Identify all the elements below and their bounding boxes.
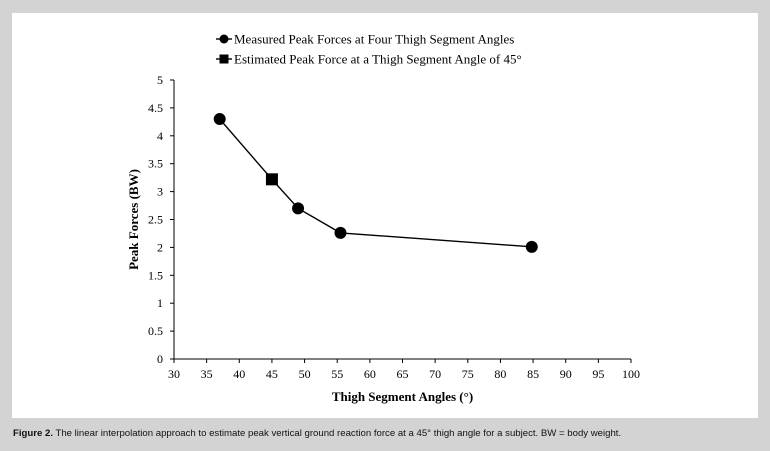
x-tick-label: 75 bbox=[462, 367, 474, 381]
x-tick-label: 85 bbox=[527, 367, 539, 381]
figure-caption: Figure 2. The linear interpolation appro… bbox=[13, 428, 758, 439]
x-tick-label: 100 bbox=[622, 367, 640, 381]
x-axis-title: Thigh Segment Angles (°) bbox=[332, 389, 473, 404]
x-tick-label: 55 bbox=[331, 367, 343, 381]
chart-axes: 0 0.5 1 1.5 2 2.5 3 3.5 4 4.5 5 30 35 40 45 50 55 60 65 70 7… bbox=[126, 73, 640, 404]
y-tick-label: 1.5 bbox=[148, 268, 163, 282]
data-point-circle bbox=[213, 113, 226, 126]
y-tick-label: 3 bbox=[157, 185, 163, 199]
y-tick-label: 1 bbox=[157, 296, 163, 310]
x-tick-label: 35 bbox=[201, 367, 213, 381]
x-tick-label: 40 bbox=[233, 367, 245, 381]
x-tick-label: 95 bbox=[592, 367, 604, 381]
chart-plot-area bbox=[213, 113, 538, 253]
x-tick-label: 50 bbox=[299, 367, 311, 381]
y-tick-label: 5 bbox=[157, 73, 163, 87]
y-tick-label: 2 bbox=[157, 240, 163, 254]
legend-circle-marker bbox=[219, 34, 229, 44]
legend-label: Measured Peak Forces at Four Thigh Segme… bbox=[234, 32, 514, 47]
x-tick-label: 45 bbox=[266, 367, 278, 381]
figure-panel: Measured Peak Forces at Four Thigh Segme… bbox=[12, 13, 758, 418]
x-tick-label: 30 bbox=[168, 367, 180, 381]
data-point-circle bbox=[334, 226, 347, 239]
y-tick-label: 2.5 bbox=[148, 213, 163, 227]
x-tick-label: 90 bbox=[560, 367, 572, 381]
data-point-square bbox=[265, 173, 278, 186]
legend-label: Estimated Peak Force at a Thigh Segment … bbox=[234, 52, 522, 67]
y-tick-label: 0 bbox=[157, 352, 163, 366]
y-tick-label: 4.5 bbox=[148, 101, 163, 115]
x-tick-label: 65 bbox=[397, 367, 409, 381]
chart-legend: Measured Peak Forces at Four Thigh Segme… bbox=[216, 32, 522, 67]
x-tick-label: 80 bbox=[494, 367, 506, 381]
y-tick-label: 3.5 bbox=[148, 157, 163, 171]
y-tick-label: 4 bbox=[157, 129, 163, 143]
legend-square-marker bbox=[219, 54, 229, 64]
x-tick-label: 70 bbox=[429, 367, 441, 381]
caption-label: Figure 2. bbox=[13, 428, 53, 439]
y-tick-label: 0.5 bbox=[148, 324, 163, 338]
caption-text: The linear interpolation approach to est… bbox=[52, 428, 622, 439]
x-tick-label: 60 bbox=[364, 367, 376, 381]
y-axis-title: Peak Forces (BW) bbox=[126, 169, 141, 270]
data-point-circle bbox=[525, 240, 538, 253]
data-point-circle bbox=[292, 202, 305, 215]
line-chart: Measured Peak Forces at Four Thigh Segme… bbox=[126, 32, 640, 405]
